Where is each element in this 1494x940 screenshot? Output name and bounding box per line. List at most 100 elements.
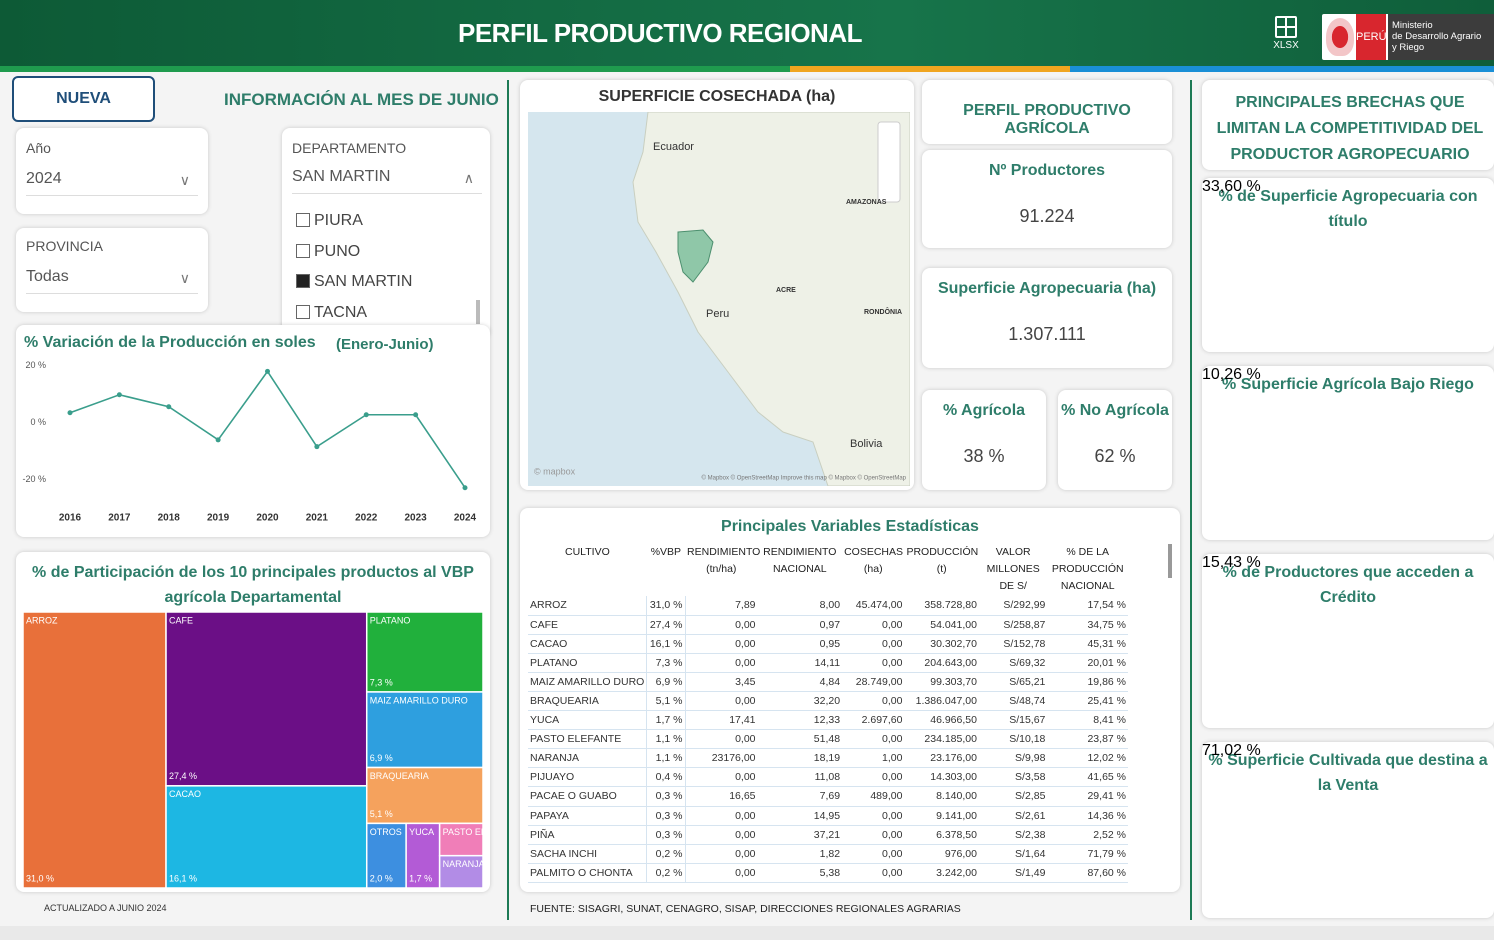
kpi-label: Nº Productores bbox=[988, 162, 1106, 179]
table-row: ARROZ 31,0 % 7,89 8,00 45.474,00 358.728,80 S/… bbox=[528, 596, 1128, 616]
table-cell: 0,00 bbox=[842, 806, 905, 826]
table-row: PACAE O GUABO 0,3 % 16,65 7,69 489,00 8.140,0… bbox=[528, 786, 1128, 807]
table-cell: PACAE O GUABO bbox=[528, 786, 647, 807]
table-cell: 358.728,80 bbox=[904, 596, 979, 616]
table-cell: 0,00 bbox=[685, 806, 758, 826]
table-row: NARANJA 1,1 % 23176,00 18,19 1,00 23.176,00 S/… bbox=[528, 748, 1128, 769]
tile-label: CAFE bbox=[169, 615, 193, 625]
gauge-label: 33,60 % bbox=[1202, 178, 1261, 195]
table-cell: 14,95 bbox=[757, 806, 843, 826]
table-cell: 99.303,70 bbox=[904, 672, 979, 692]
san-martin-region bbox=[677, 229, 714, 283]
filter-label: DEPARTAMENTO bbox=[292, 140, 407, 156]
x-tick-label: 2024 bbox=[454, 513, 477, 524]
table-cell: 1,82 bbox=[757, 844, 843, 864]
kpi-label: % No Agrícola bbox=[1061, 402, 1169, 419]
gauge-card: % de Superficie Agropecuaria con título 3… bbox=[1202, 178, 1494, 352]
table-cell: 0,00 bbox=[685, 844, 758, 864]
kpi-card: % Agrícola 38 % bbox=[922, 390, 1046, 490]
stripe bbox=[0, 66, 790, 72]
table-cell: 4,84 bbox=[757, 672, 843, 692]
kpi-label: % Agrícola bbox=[942, 402, 1026, 419]
ministry-line: de Desarrollo Agrario bbox=[1392, 31, 1482, 42]
table-cell: S/48,74 bbox=[978, 691, 1048, 712]
point bbox=[413, 412, 419, 418]
table-cell: 1,00 bbox=[842, 748, 905, 769]
zoom-controls[interactable] bbox=[877, 121, 901, 203]
table-cell: 37,21 bbox=[757, 825, 843, 845]
header-row: CULTIVO %VBP RENDIMIENTO (tn/ha) RENDIMIENT… bbox=[528, 544, 1128, 596]
gauge-label: 15,43 % bbox=[1202, 554, 1261, 571]
table-cell: 54.041,00 bbox=[904, 615, 979, 635]
table-cell: 12,33 bbox=[757, 710, 843, 731]
ministry-line: y Riego bbox=[1392, 42, 1425, 53]
department-dropdown[interactable]: SAN MARTIN ∧ bbox=[292, 168, 482, 194]
gauge-title: % Superficie Agrícola Bajo Riego bbox=[1222, 376, 1474, 393]
point bbox=[215, 437, 221, 443]
map-label: ACRE bbox=[776, 287, 796, 294]
land bbox=[632, 112, 910, 486]
table-cell: 489,00 bbox=[842, 786, 905, 807]
table-cell: 20,01 % bbox=[1047, 653, 1128, 673]
table-row: CACAO 16,1 % 0,00 0,95 0,00 30.302,70 S/152,78… bbox=[528, 634, 1128, 654]
x-tick-label: 2020 bbox=[256, 513, 279, 524]
y-tick-label: -20 % bbox=[22, 474, 46, 484]
table-cell: 0,00 bbox=[842, 634, 905, 654]
table-row: PALMITO O CHONTA 0,2 % 0,00 5,38 0,00 3.242,0… bbox=[528, 863, 1128, 883]
new-search-button[interactable]: NUEVA BÚSQUEDA bbox=[12, 76, 155, 149]
table-row: PLATANO 7,3 % 0,00 14,11 0,00 204.643,00 S/69,… bbox=[528, 653, 1128, 673]
table-row: MAIZ AMARILLO DURO 6,9 % 3,45 4,84 28.749,00… bbox=[528, 672, 1128, 692]
table-cell: PIÑA bbox=[528, 825, 647, 845]
table-cell: 2.697,60 bbox=[842, 710, 905, 731]
treemap: ARROZ 31,0 % CAFE 27,4 % CACAO 16,1 % PLATANO 7… bbox=[23, 612, 483, 888]
table-row: PASTO ELEFANTE 1,1 % 0,00 51,48 0,00 234.185,… bbox=[528, 729, 1128, 750]
table-cell: 0,2 % bbox=[646, 863, 686, 883]
province-dropdown[interactable]: Todas ∨ bbox=[26, 268, 198, 294]
table-cell: PLATANO bbox=[528, 653, 647, 673]
table-cell: 16,65 bbox=[685, 786, 758, 807]
option[interactable]: PUNO bbox=[296, 243, 360, 261]
info-label: INFORMACIÓN AL MES DE JUNIO bbox=[224, 90, 499, 109]
column-header: % DE LA PRODUCCIÓN NACIONAL bbox=[1051, 546, 1124, 592]
export-button[interactable]: XLSX bbox=[1270, 16, 1302, 56]
dropdown-value: 2024 bbox=[26, 170, 62, 187]
gauge-label: 10,26 % bbox=[1202, 366, 1261, 383]
table-cell: 0,95 bbox=[757, 634, 843, 654]
table-row: PIÑA 0,3 % 0,00 37,21 0,00 6.378,50 S/2,38 2,52… bbox=[528, 825, 1128, 845]
x-tick-label: 2019 bbox=[207, 513, 230, 524]
option[interactable]: TACNA bbox=[296, 304, 367, 322]
gaps-panel: PRINCIPALES BRECHAS QUE LIMITAN LA COMPE… bbox=[1202, 80, 1494, 170]
option[interactable]: SAN MARTIN bbox=[296, 273, 412, 291]
map-label: RONDÔNIA bbox=[864, 307, 902, 316]
year-dropdown[interactable]: 2024 ∨ bbox=[26, 170, 198, 196]
stripe bbox=[1070, 66, 1494, 72]
table-cell: 1.386.047,00 bbox=[904, 691, 979, 712]
table-cell: ARROZ bbox=[528, 596, 647, 616]
option[interactable]: PIURA bbox=[296, 212, 363, 230]
tile-label: CACAO bbox=[169, 789, 201, 799]
gauge: 10,26 % bbox=[1202, 366, 1261, 384]
year-filter: Año 2024 ∨ bbox=[16, 128, 208, 214]
kpi-value: 38 % bbox=[963, 446, 1005, 466]
table-cell: 0,00 bbox=[685, 863, 758, 883]
chart-title: % de Participación de los 10 principales… bbox=[32, 564, 474, 606]
x-tick-label: 2017 bbox=[108, 513, 131, 524]
tile bbox=[165, 785, 368, 888]
chart-subtitle: (Enero-Junio) bbox=[336, 336, 434, 353]
chevron: ∨ bbox=[179, 270, 190, 286]
updated-note: ACTUALIZADO A JUNIO 2024 bbox=[44, 903, 167, 913]
map-panel: SUPERFICIE COSECHADA (ha) Ecuador Peru Bol… bbox=[520, 80, 914, 490]
table-cell: NARANJA bbox=[528, 748, 647, 769]
table-cell: 0,3 % bbox=[646, 786, 686, 807]
map-label: AMAZONAS bbox=[846, 199, 887, 206]
table-cell: 2,52 % bbox=[1047, 825, 1128, 845]
ministry-logo: PERÚ Ministerio de Desarrollo Agrario y … bbox=[1322, 14, 1494, 60]
table-cell: MAIZ AMARILLO DURO bbox=[528, 672, 647, 692]
table-cell: S/1,49 bbox=[978, 863, 1048, 883]
column-header: VALOR MILLONES DE S/ bbox=[986, 546, 1040, 592]
checkbox bbox=[296, 274, 310, 288]
table-cell: 25,41 % bbox=[1047, 691, 1128, 712]
table-cell: 32,20 bbox=[757, 691, 843, 712]
point bbox=[363, 412, 369, 418]
